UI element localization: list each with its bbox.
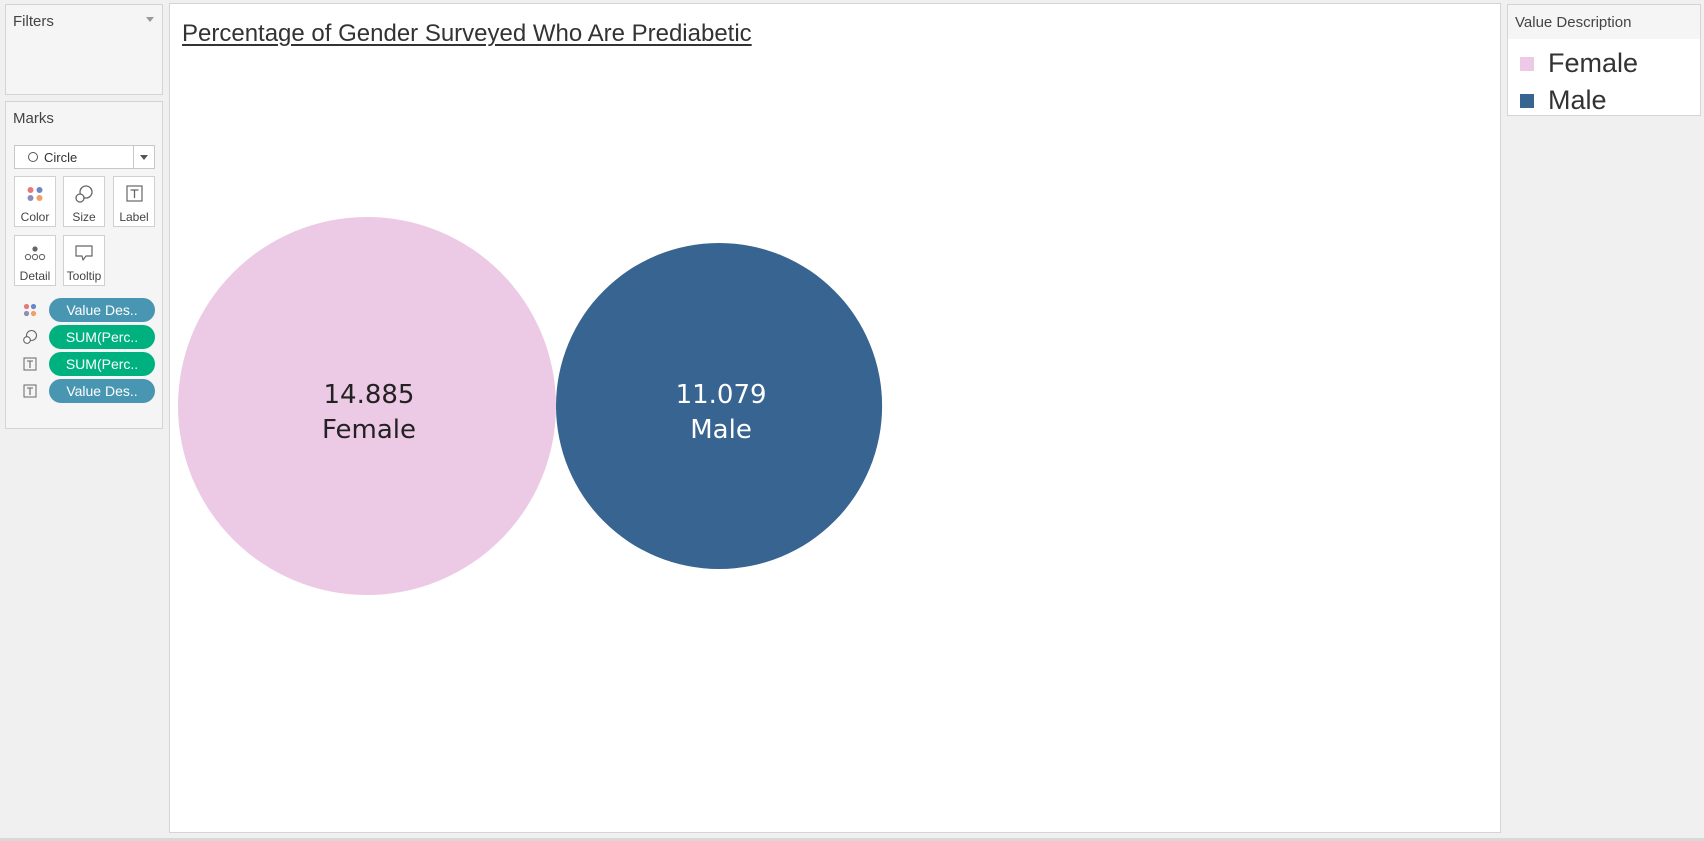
color-legend: Value Description Female Male (1507, 4, 1701, 116)
dropdown-divider (133, 146, 134, 168)
color-icon (23, 303, 37, 317)
bubble-female[interactable] (178, 217, 556, 595)
label-icon (23, 384, 37, 398)
marks-card: Marks Circle Color Size Label (5, 101, 163, 429)
legend-label-female: Female (1548, 48, 1639, 78)
bubble-value-label-female: 14.885 (324, 380, 415, 410)
bubble-male[interactable] (556, 242, 883, 570)
value-description-label-pill[interactable]: Value Des.. (49, 379, 155, 403)
bubble-category-label-female: Female (322, 415, 416, 445)
legend-swatch-male (1520, 94, 1534, 108)
marks-field-row-label: SUM(Perc.. (18, 352, 158, 376)
label-icon (126, 185, 143, 202)
label-button-label: Label (119, 210, 149, 224)
filters-shelf[interactable]: Filters (5, 4, 163, 95)
viz-title: Percentage of Gender Surveyed Who Are Pr… (182, 20, 752, 47)
filters-menu-arrow-icon[interactable] (146, 17, 154, 22)
chevron-down-icon[interactable] (140, 155, 148, 160)
color-button-label: Color (20, 210, 50, 224)
marks-field-row-size: SUM(Perc.. (18, 325, 158, 349)
detail-button[interactable]: Detail (14, 235, 56, 286)
marks-field-row-color: Value Des.. (18, 298, 158, 322)
bubble-value-label-male: 11.079 (676, 380, 767, 410)
tooltip-icon (75, 245, 93, 261)
size-button-label: Size (72, 210, 96, 224)
tooltip-button[interactable]: Tooltip (63, 235, 105, 286)
mark-type-dropdown[interactable]: Circle (14, 145, 155, 169)
viz-canvas[interactable]: 14.885 Female 11.079 Male Percentage of Gen… (169, 3, 1501, 833)
value-description-pill[interactable]: Value Des.. (49, 298, 155, 322)
sum-percent-label-pill[interactable]: SUM(Perc.. (49, 352, 155, 376)
circle-mark-icon (28, 152, 38, 162)
sum-percent-size-pill[interactable]: SUM(Perc.. (49, 325, 155, 349)
label-button[interactable]: Label (113, 176, 155, 227)
legend-title: Value Description (1515, 14, 1632, 31)
marks-title: Marks (13, 110, 54, 127)
size-icon (75, 185, 93, 203)
status-strip (0, 838, 1704, 841)
label-icon (23, 357, 37, 371)
size-button[interactable]: Size (63, 176, 105, 227)
color-icon (27, 187, 43, 201)
legend-label-male: Male (1548, 85, 1607, 115)
legend-swatch-female (1520, 57, 1534, 71)
color-button[interactable]: Color (14, 176, 56, 227)
size-icon (23, 329, 38, 344)
tooltip-button-label: Tooltip (66, 269, 102, 283)
marks-field-row-label-2: Value Des.. (18, 379, 158, 403)
mark-type-label: Circle (44, 150, 78, 165)
detail-button-label: Detail (19, 269, 51, 283)
bubble-chart: 14.885 Female 11.079 Male (178, 217, 883, 595)
filters-title: Filters (13, 13, 54, 30)
legend-header: Value Description (1508, 5, 1700, 39)
bubble-category-label-male: Male (690, 415, 752, 445)
detail-icon (24, 246, 46, 261)
